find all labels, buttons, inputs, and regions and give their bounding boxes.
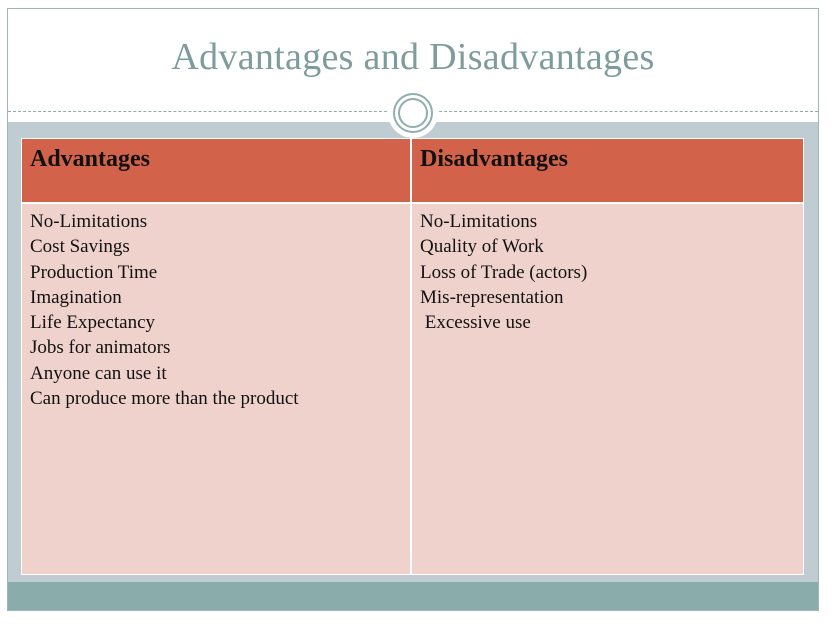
list-item: Life Expectancy xyxy=(30,312,156,334)
disadvantages-cell: No-Limitations Quality of Work Loss of T… xyxy=(412,202,803,574)
list-item: No-Limitations xyxy=(420,211,538,232)
list-item: Can produce more than the product xyxy=(30,388,299,410)
list-item: Jobs for animators xyxy=(30,337,171,359)
list-item: Mis-representation xyxy=(420,286,564,308)
header-disadvantages: Disadvantages xyxy=(412,139,803,202)
list-item: Cost Savings xyxy=(30,236,130,258)
ornament-outer-ring xyxy=(393,93,433,133)
list-item: No-Limitations xyxy=(30,211,148,232)
slide-title: Advantages and Disadvantages xyxy=(171,36,655,78)
list-item: Loss of Trade (actors) xyxy=(420,261,588,283)
advantages-list: No-Limitations Cost Savings Production T… xyxy=(30,209,402,411)
slide: Advantages and Disadvantages Advantages … xyxy=(7,8,819,611)
advantages-cell: No-Limitations Cost Savings Production T… xyxy=(22,202,412,574)
circle-ornament-icon xyxy=(388,88,438,138)
list-item: Imagination xyxy=(30,286,122,308)
list-item: Excessive use xyxy=(420,312,531,334)
list-item: Anyone can use it xyxy=(30,362,167,384)
disadvantages-list: No-Limitations Quality of Work Loss of T… xyxy=(420,209,795,335)
ornament-inner-ring xyxy=(398,98,428,128)
list-item: Quality of Work xyxy=(420,236,544,258)
comparison-table: Advantages Disadvantages No-Limitations … xyxy=(21,138,804,575)
footer-bar xyxy=(8,582,818,610)
list-item: Production Time xyxy=(30,261,158,283)
header-advantages: Advantages xyxy=(22,139,412,202)
